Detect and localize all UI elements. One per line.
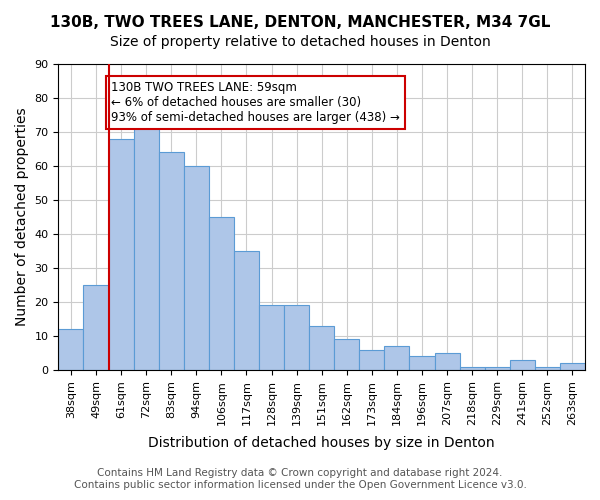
- Bar: [159, 152, 184, 370]
- Bar: [134, 122, 159, 370]
- Text: 130B, TWO TREES LANE, DENTON, MANCHESTER, M34 7GL: 130B, TWO TREES LANE, DENTON, MANCHESTER…: [50, 15, 550, 30]
- Bar: [284, 306, 309, 370]
- Bar: [309, 326, 334, 370]
- Bar: [409, 356, 434, 370]
- Bar: [359, 350, 385, 370]
- Bar: [334, 340, 359, 370]
- Y-axis label: Number of detached properties: Number of detached properties: [15, 108, 29, 326]
- Text: Size of property relative to detached houses in Denton: Size of property relative to detached ho…: [110, 35, 490, 49]
- Text: 130B TWO TREES LANE: 59sqm
← 6% of detached houses are smaller (30)
93% of semi-: 130B TWO TREES LANE: 59sqm ← 6% of detac…: [111, 81, 400, 124]
- X-axis label: Distribution of detached houses by size in Denton: Distribution of detached houses by size …: [148, 436, 495, 450]
- Bar: [434, 353, 460, 370]
- Bar: [485, 366, 510, 370]
- Bar: [184, 166, 209, 370]
- Bar: [535, 366, 560, 370]
- Bar: [234, 251, 259, 370]
- Bar: [560, 363, 585, 370]
- Bar: [83, 285, 109, 370]
- Bar: [259, 306, 284, 370]
- Text: Contains HM Land Registry data © Crown copyright and database right 2024.
Contai: Contains HM Land Registry data © Crown c…: [74, 468, 526, 490]
- Bar: [58, 329, 83, 370]
- Bar: [385, 346, 409, 370]
- Bar: [209, 217, 234, 370]
- Bar: [510, 360, 535, 370]
- Bar: [109, 139, 134, 370]
- Bar: [460, 366, 485, 370]
